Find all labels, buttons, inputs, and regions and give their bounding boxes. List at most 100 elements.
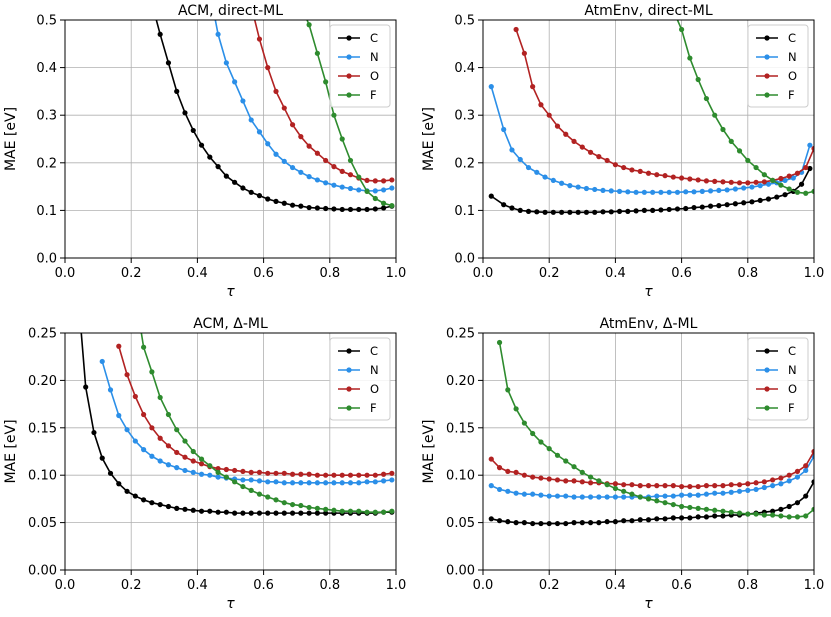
data-point-O bbox=[629, 167, 635, 173]
data-point-N bbox=[347, 185, 354, 192]
data-point-C bbox=[182, 110, 188, 116]
y-tick-label: 0.20 bbox=[446, 374, 475, 389]
data-point-O bbox=[596, 154, 602, 160]
data-point-C bbox=[534, 209, 540, 215]
data-point-F bbox=[579, 469, 585, 475]
data-point-N bbox=[554, 493, 561, 499]
data-point-C bbox=[554, 520, 561, 527]
data-point-F bbox=[662, 500, 668, 506]
legend-label-F: F bbox=[788, 401, 795, 415]
data-point-C bbox=[732, 201, 738, 207]
data-point-F bbox=[265, 494, 271, 500]
data-point-C bbox=[190, 127, 196, 134]
data-point-F bbox=[786, 514, 792, 520]
data-point-N bbox=[198, 471, 205, 477]
legend-box bbox=[329, 337, 391, 421]
data-point-C bbox=[232, 179, 238, 185]
chart-panel-4: 0.0 0.2 0.4 0.6 0.8 1.0 0.00 0.05 0.10 0.15 0.20 0.… bbox=[421, 316, 824, 612]
data-point-F bbox=[736, 510, 743, 516]
data-point-F bbox=[496, 339, 503, 346]
data-point-C bbox=[757, 197, 763, 204]
data-point-O bbox=[811, 448, 814, 455]
x-tick-label: 0.2 bbox=[121, 578, 142, 593]
data-point-N bbox=[761, 484, 767, 491]
y-tick-label: 0.1 bbox=[454, 204, 475, 219]
data-point-C bbox=[811, 479, 814, 485]
data-point-F bbox=[198, 456, 205, 462]
data-point-N bbox=[753, 486, 759, 493]
data-point-O bbox=[629, 482, 635, 488]
legend-label-O: O bbox=[788, 382, 797, 396]
data-point-C bbox=[488, 516, 494, 522]
data-point-O bbox=[736, 180, 743, 186]
data-point-N bbox=[281, 480, 287, 486]
legend-marker-C bbox=[346, 35, 352, 41]
legend-label-O: O bbox=[788, 69, 797, 83]
data-point-N bbox=[141, 447, 147, 453]
axes-frame bbox=[64, 332, 397, 571]
legend-marker-C bbox=[764, 35, 770, 41]
plot-area bbox=[80, 333, 395, 516]
data-point-F bbox=[712, 112, 718, 118]
data-point-F bbox=[687, 504, 693, 511]
data-point-N bbox=[517, 156, 523, 163]
legend-marker-C bbox=[764, 348, 770, 354]
y-axis-label: MAE [eV] bbox=[3, 419, 19, 483]
data-point-C bbox=[720, 513, 726, 519]
data-point-O bbox=[372, 178, 378, 184]
data-point-O bbox=[753, 179, 759, 185]
data-point-N bbox=[782, 177, 788, 184]
data-point-F bbox=[182, 438, 188, 444]
data-point-C bbox=[364, 206, 370, 213]
data-point-C bbox=[782, 192, 788, 198]
x-tick-label: 0.2 bbox=[539, 578, 560, 593]
data-point-N bbox=[807, 142, 813, 148]
data-point-F bbox=[347, 157, 354, 164]
data-point-O bbox=[687, 176, 693, 182]
legend-marker-N bbox=[346, 54, 352, 60]
data-point-N bbox=[662, 493, 668, 499]
data-point-C bbox=[91, 429, 97, 436]
series-line-O bbox=[490, 451, 814, 488]
data-point-C bbox=[306, 510, 312, 516]
data-point-C bbox=[592, 209, 598, 215]
data-point-O bbox=[670, 174, 676, 180]
y-tick-label: 0.3 bbox=[36, 109, 57, 124]
data-point-C bbox=[223, 173, 229, 179]
y-tick-label: 0.25 bbox=[446, 327, 475, 342]
data-point-N bbox=[608, 188, 614, 194]
data-point-O bbox=[265, 470, 271, 476]
data-point-F bbox=[687, 55, 693, 61]
data-point-O bbox=[645, 483, 652, 489]
data-point-C bbox=[281, 510, 287, 516]
y-tick-label: 0.0 bbox=[36, 252, 57, 267]
data-point-C bbox=[807, 165, 813, 172]
data-point-C bbox=[724, 202, 730, 208]
y-axis-label: MAE [eV] bbox=[421, 419, 437, 483]
legend-label-N: N bbox=[370, 363, 379, 377]
data-point-C bbox=[550, 209, 556, 215]
data-point-N bbox=[525, 164, 532, 171]
data-point-N bbox=[256, 129, 263, 135]
data-point-C bbox=[695, 514, 701, 520]
data-point-O bbox=[364, 472, 370, 478]
data-point-N bbox=[107, 387, 114, 393]
data-point-F bbox=[728, 138, 734, 144]
data-point-C bbox=[741, 200, 747, 206]
data-point-O bbox=[314, 472, 320, 478]
legend-label-F: F bbox=[370, 401, 377, 415]
data-point-F bbox=[770, 512, 776, 518]
data-point-F bbox=[621, 488, 627, 494]
data-point-N bbox=[240, 98, 246, 104]
data-point-O bbox=[703, 178, 710, 184]
data-point-C bbox=[83, 384, 89, 390]
data-point-N bbox=[650, 189, 656, 195]
data-point-C bbox=[174, 88, 180, 94]
data-point-N bbox=[223, 60, 229, 66]
data-point-O bbox=[546, 112, 552, 118]
data-point-C bbox=[521, 520, 527, 526]
data-point-C bbox=[530, 520, 536, 527]
x-tick-label: 1.0 bbox=[386, 578, 407, 593]
